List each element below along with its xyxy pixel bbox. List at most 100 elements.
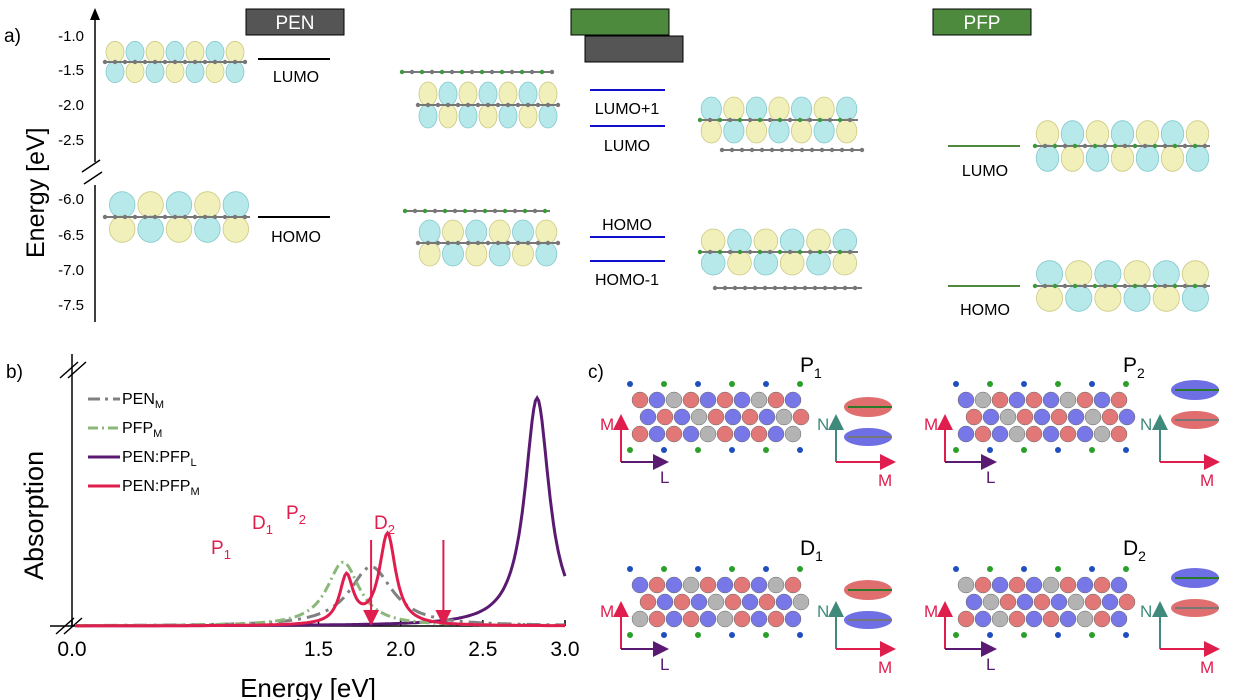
complex-pen-badge bbox=[584, 35, 684, 63]
atom bbox=[445, 102, 451, 108]
orbital-lobe bbox=[137, 215, 164, 243]
atom bbox=[717, 117, 723, 123]
density-blob bbox=[1050, 408, 1068, 426]
x-ticks: 0.0 1.5 2.0 2.5 3.0 bbox=[57, 620, 580, 661]
atom bbox=[465, 240, 471, 246]
orbital-lobe bbox=[125, 40, 145, 64]
axis-break-mark bbox=[83, 171, 103, 185]
density-blob bbox=[673, 593, 691, 611]
atom bbox=[847, 117, 853, 123]
tick-label: -2.0 bbox=[58, 97, 84, 114]
atom bbox=[495, 240, 501, 246]
atom bbox=[455, 240, 461, 246]
atom bbox=[1123, 447, 1129, 453]
atom bbox=[419, 69, 425, 75]
orbital-lobe bbox=[1185, 144, 1210, 172]
axes-p1-right: N M bbox=[817, 414, 896, 490]
atom bbox=[695, 447, 701, 453]
density-blob bbox=[1110, 576, 1128, 594]
atom bbox=[102, 59, 108, 65]
orbital-lobe bbox=[779, 228, 805, 254]
atom bbox=[1142, 143, 1148, 149]
density-blob bbox=[733, 425, 751, 443]
atom bbox=[415, 240, 421, 246]
tick-label: -7.0 bbox=[58, 262, 84, 279]
panel-a: a) Energy [eV] -1.0 -1.5 -2.0 -2.5 -6.0 … bbox=[4, 8, 1210, 322]
orbital-lobe bbox=[1065, 260, 1093, 288]
cell-title-d1: D1 bbox=[800, 537, 823, 564]
axes-d1-left: M L bbox=[600, 601, 669, 674]
density-blob bbox=[775, 408, 793, 426]
transition-density-renderings bbox=[627, 380, 1219, 638]
atom bbox=[1123, 381, 1129, 387]
atom bbox=[489, 69, 495, 75]
density-blob bbox=[1050, 593, 1068, 611]
atom bbox=[839, 147, 845, 153]
atom bbox=[787, 249, 793, 255]
atom bbox=[475, 240, 481, 246]
atom bbox=[495, 102, 501, 108]
density-blob bbox=[1016, 408, 1034, 426]
orbital-lobe bbox=[465, 219, 488, 245]
density-blob bbox=[974, 576, 992, 594]
panel-a-label: a) bbox=[4, 26, 21, 47]
atom bbox=[425, 240, 431, 246]
orbital-lobe bbox=[1085, 144, 1110, 172]
curve-pfp-m bbox=[75, 560, 565, 628]
pfp-badge bbox=[932, 8, 1032, 36]
tick-label: -1.5 bbox=[58, 62, 84, 79]
orbital-lobe bbox=[1152, 284, 1180, 312]
atom bbox=[767, 249, 773, 255]
orbital-lobe bbox=[205, 60, 225, 84]
atom bbox=[849, 147, 855, 153]
axis-label-m: M bbox=[924, 415, 938, 434]
atom bbox=[472, 208, 478, 214]
density-blob bbox=[1110, 391, 1128, 409]
atom bbox=[535, 240, 541, 246]
atom bbox=[847, 249, 853, 255]
orbital-lobe bbox=[753, 228, 779, 254]
density-blob bbox=[1093, 425, 1111, 443]
atom bbox=[797, 381, 803, 387]
atom bbox=[697, 117, 703, 123]
atom bbox=[1152, 283, 1158, 289]
atom bbox=[832, 285, 838, 291]
density-blob bbox=[665, 391, 683, 409]
density-blob bbox=[699, 425, 717, 443]
orbital-lobe bbox=[418, 219, 441, 245]
legend-entry-pfp-m: PFPM bbox=[122, 420, 162, 440]
density-blob bbox=[639, 593, 657, 611]
atom bbox=[817, 249, 823, 255]
density-blob bbox=[991, 576, 1009, 594]
atom bbox=[837, 249, 843, 255]
density-blob bbox=[974, 425, 992, 443]
atom bbox=[1112, 283, 1118, 289]
atom bbox=[202, 214, 208, 220]
atom bbox=[422, 208, 428, 214]
density-blob bbox=[1008, 425, 1026, 443]
atom bbox=[522, 208, 528, 214]
atom bbox=[1055, 632, 1061, 638]
atom bbox=[1123, 566, 1129, 572]
axes-d2-left: M L bbox=[924, 601, 997, 674]
orbital-lobe bbox=[832, 250, 858, 276]
atom bbox=[772, 285, 778, 291]
atom bbox=[505, 102, 511, 108]
atom bbox=[797, 566, 803, 572]
atom bbox=[445, 240, 451, 246]
legend-entry-pen-m: PENM bbox=[122, 391, 164, 411]
density-blob bbox=[648, 391, 666, 409]
atom bbox=[627, 632, 633, 638]
axis-label-n: N bbox=[817, 602, 829, 621]
density-blob bbox=[1059, 391, 1077, 409]
legend-entry-pen-pfp-l: PEN:PFPL bbox=[122, 449, 197, 469]
atom bbox=[749, 147, 755, 153]
atom bbox=[212, 214, 218, 220]
atom bbox=[763, 566, 769, 572]
density-blob bbox=[1059, 610, 1077, 628]
orbital-lobe bbox=[1060, 120, 1085, 148]
atom bbox=[1021, 381, 1027, 387]
peak-label-p1: P1 bbox=[211, 538, 231, 562]
atom bbox=[1132, 283, 1138, 289]
complex-homo-minus-1-label: HOMO-1 bbox=[595, 272, 659, 289]
